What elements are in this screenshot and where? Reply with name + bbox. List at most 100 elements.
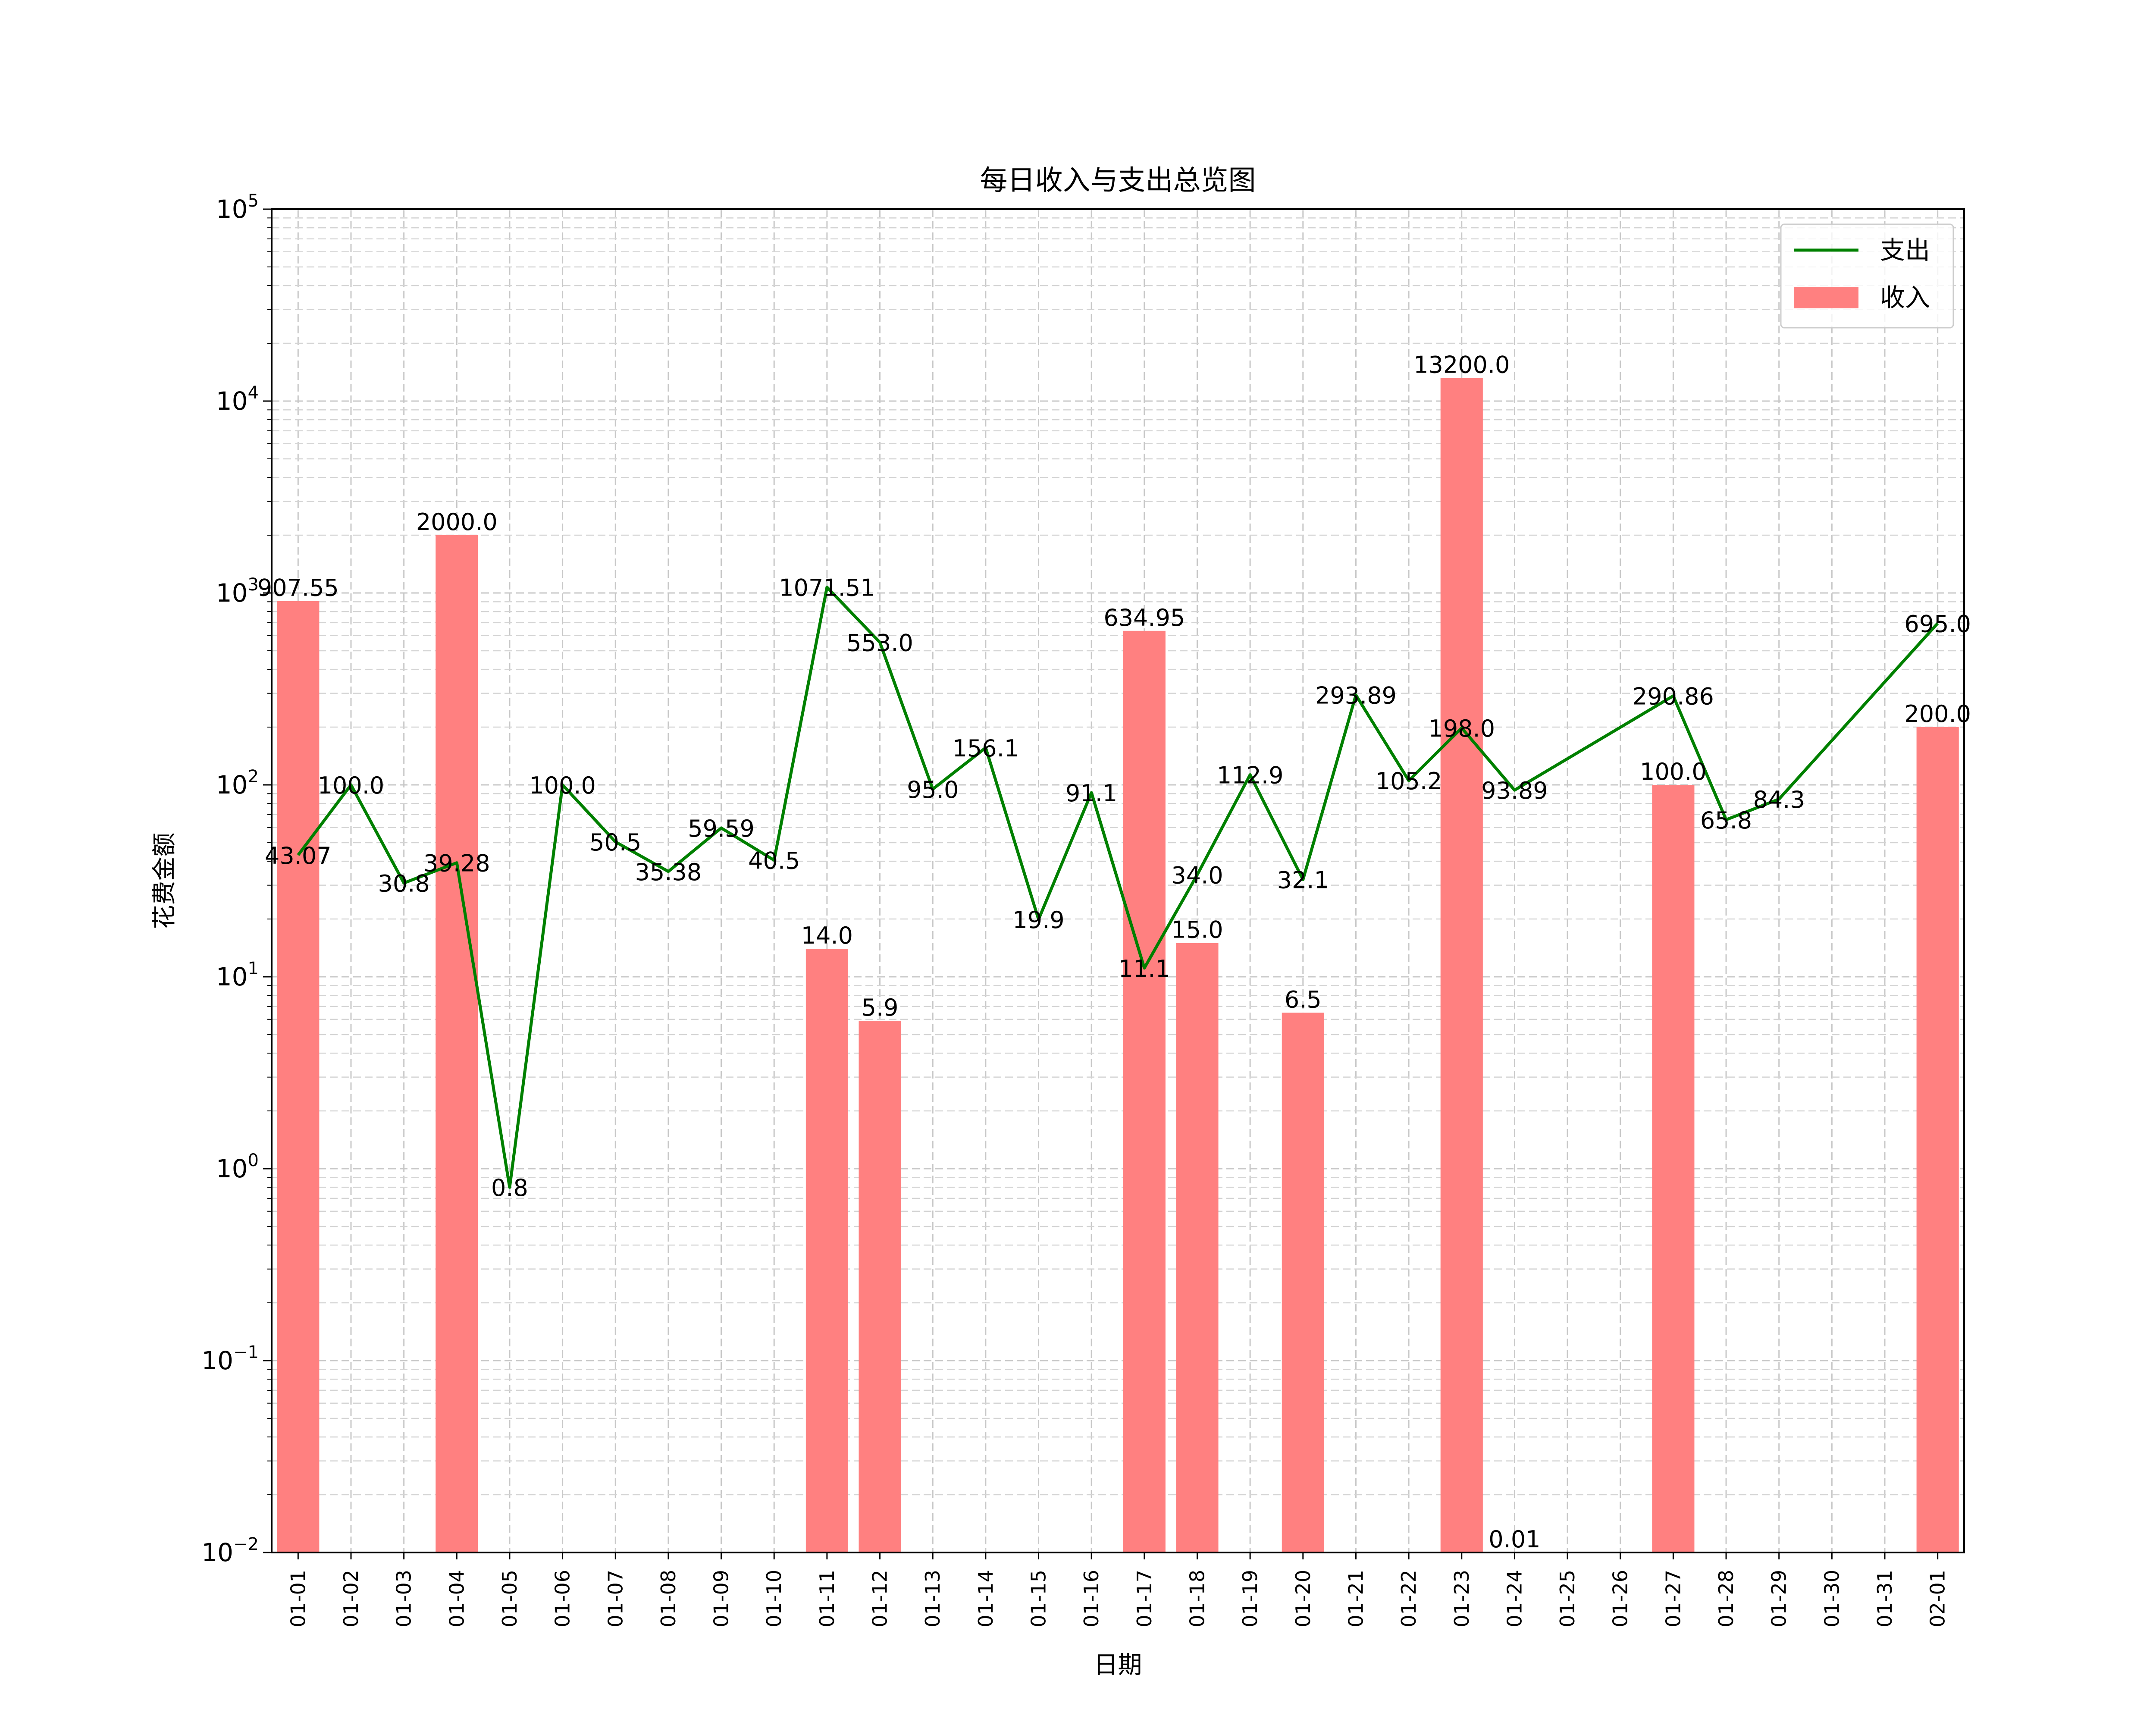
legend-line-label: 支出 (1880, 235, 1930, 265)
x-tick-label: 01-14 (974, 1570, 997, 1628)
x-tick-label: 01-01 (286, 1570, 310, 1628)
expense-point-label: 11.1 (1119, 955, 1170, 982)
income-bar (859, 1020, 901, 1552)
y-tick-label: 10−1 (201, 1342, 259, 1375)
y-tick-label: 10−2 (201, 1534, 259, 1567)
expense-point-label: 30.8 (378, 870, 430, 897)
income-bar (1176, 943, 1219, 1552)
expense-point-label: 39.28 (423, 850, 490, 877)
x-tick-label: 01-23 (1450, 1570, 1473, 1628)
expense-point-label: 1071.51 (779, 574, 875, 602)
x-tick-label: 01-24 (1503, 1570, 1526, 1628)
income-bar (1282, 1013, 1324, 1552)
expense-point-label: 19.9 (1012, 906, 1064, 934)
income-bar (805, 948, 848, 1552)
expense-point-label: 32.1 (1277, 867, 1329, 894)
x-tick-label: 01-20 (1291, 1570, 1315, 1628)
bar-layer (277, 378, 1959, 1553)
income-bar (1916, 727, 1959, 1552)
x-tick-label: 01-26 (1609, 1570, 1632, 1628)
x-axis-label: 日期 (1094, 1651, 1142, 1679)
chart-title: 每日收入与支出总览图 (980, 165, 1256, 197)
x-tick-label: 01-15 (1027, 1570, 1050, 1628)
expense-point-label: 59.59 (688, 815, 755, 842)
x-tick-label: 01-28 (1714, 1570, 1738, 1628)
income-bar-label: 100.0 (1640, 758, 1707, 785)
expense-point-label: 91.1 (1065, 780, 1117, 807)
x-tick-label: 01-03 (392, 1570, 416, 1628)
x-tick-label: 01-07 (604, 1570, 627, 1628)
x-tick-label: 01-05 (498, 1570, 521, 1628)
x-tick-label: 01-12 (868, 1570, 892, 1628)
expense-point-label: 105.2 (1376, 768, 1442, 795)
label-layer: 907.55 2000.0 14.0 5.9 634.95 15.0 6.5 13200.0 0… (257, 351, 1971, 1553)
expense-point-label: 93.89 (1481, 777, 1548, 804)
expense-point-label: 112.9 (1217, 762, 1284, 789)
y-tick-label: 102 (216, 767, 259, 800)
income-bar (277, 601, 320, 1552)
x-tick-label: 01-06 (551, 1570, 574, 1628)
x-tick-label: 01-11 (815, 1570, 839, 1628)
x-tick-label: 01-17 (1133, 1570, 1156, 1628)
x-tick-label: 01-04 (445, 1570, 468, 1628)
expense-point-label: 0.8 (491, 1174, 528, 1201)
x-tick-label: 01-09 (710, 1570, 733, 1628)
income-bar-label: 634.95 (1103, 604, 1185, 631)
x-tick-label: 01-19 (1238, 1570, 1262, 1628)
expense-point-label: 293.89 (1315, 682, 1397, 709)
plot-frame (271, 208, 1965, 1553)
expense-point-label: 84.3 (1753, 786, 1805, 813)
expense-point-label: 695.0 (1904, 610, 1971, 637)
x-tick-label: 01-18 (1185, 1570, 1209, 1628)
expense-point-label: 100.0 (318, 772, 385, 799)
expense-point-label: 35.38 (635, 859, 702, 886)
income-bar-label: 14.0 (801, 922, 853, 949)
x-tick-label: 01-08 (657, 1570, 680, 1628)
income-bar-label: 200.0 (1904, 700, 1971, 728)
y-axis-label: 花费金额 (150, 833, 179, 929)
expense-point-label: 50.5 (589, 829, 641, 856)
income-bar-label: 6.5 (1285, 986, 1322, 1013)
x-tick-label: 02-01 (1926, 1570, 1949, 1628)
legend-bar-label: 收入 (1880, 283, 1930, 312)
x-tick-label: 01-16 (1080, 1570, 1103, 1628)
y-tick-label: 103 (216, 575, 259, 608)
expense-point-label: 553.0 (846, 629, 913, 656)
line-layer (297, 586, 1939, 1189)
legend-bar-swatch (1794, 287, 1858, 308)
expense-point-label: 43.07 (265, 842, 332, 869)
x-tick-label: 01-22 (1397, 1570, 1420, 1628)
y-tick-label: 104 (216, 383, 259, 416)
expense-point-label: 40.5 (748, 847, 800, 875)
legend: 支出 收入 (1780, 223, 1954, 329)
expense-point-label: 34.0 (1171, 862, 1223, 889)
income-bar-label: 5.9 (862, 994, 899, 1021)
income-bar-label: 2000.0 (416, 508, 498, 536)
expense-point-label: 290.86 (1633, 683, 1714, 710)
income-bar-label: 0.01 (1489, 1526, 1540, 1553)
expense-line (297, 586, 1939, 1189)
x-tick-label: 01-29 (1767, 1570, 1791, 1628)
income-bar (1652, 785, 1695, 1552)
x-tick-label: 01-25 (1556, 1570, 1579, 1628)
expense-point-label: 156.1 (953, 735, 1019, 762)
expense-point-label: 198.0 (1428, 715, 1495, 742)
y-tick-label: 105 (216, 191, 259, 224)
x-tick-label: 01-27 (1661, 1570, 1685, 1628)
x-tick-label: 01-21 (1344, 1570, 1367, 1628)
income-bar (1123, 630, 1166, 1553)
y-tick-label: 101 (216, 959, 259, 991)
income-bar (436, 535, 478, 1553)
x-tick-label: 01-13 (921, 1570, 944, 1628)
income-bar-label: 907.55 (257, 574, 339, 602)
expense-point-label: 95.0 (907, 776, 959, 803)
x-tick-label: 01-31 (1873, 1570, 1896, 1628)
y-tick-label: 100 (216, 1151, 259, 1183)
income-bar-label: 15.0 (1171, 916, 1223, 944)
income-bar (1440, 378, 1483, 1552)
expense-point-label: 65.8 (1700, 807, 1752, 834)
x-tick-label: 01-10 (762, 1570, 786, 1628)
tick-layer: 01-01 01-02 01-03 01-04 01-05 01-06 01-07 01-08… (201, 191, 1949, 1628)
x-tick-label: 01-30 (1820, 1570, 1843, 1628)
